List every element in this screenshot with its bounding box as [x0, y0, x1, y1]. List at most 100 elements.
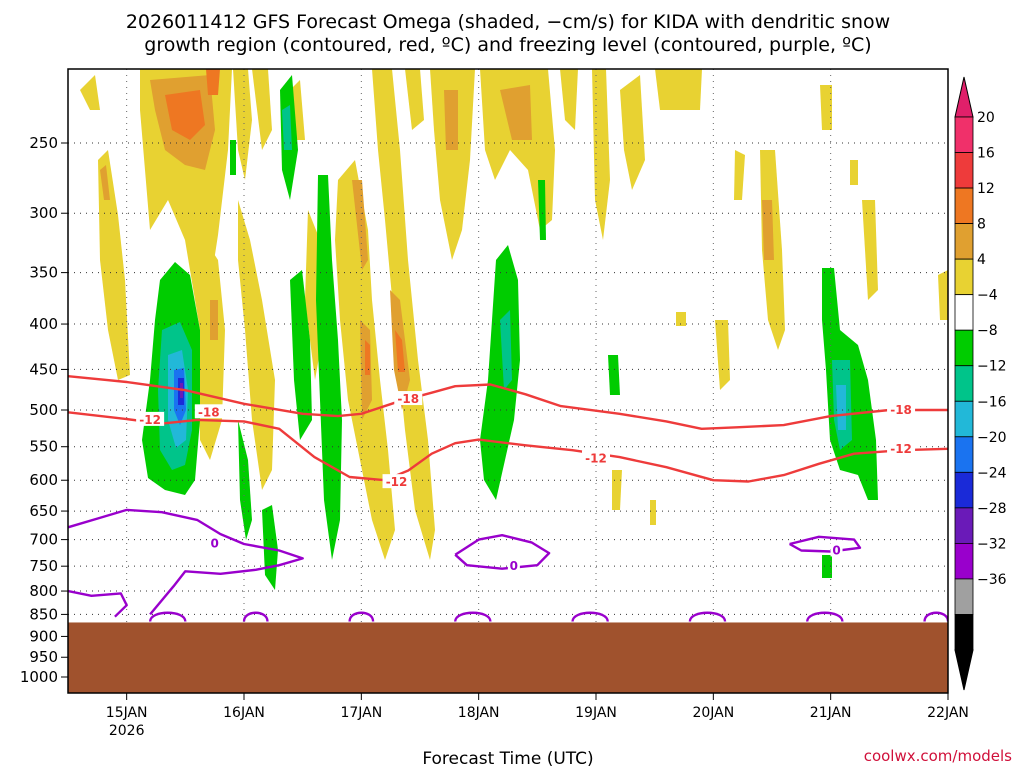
- colorbar-label: −20: [977, 430, 1007, 446]
- colorbar-segment: [954, 365, 974, 402]
- omega-negative-region: [500, 310, 512, 390]
- omega-negative-region: [238, 420, 252, 540]
- y-tick-label: 700: [29, 531, 58, 549]
- contour-line: [789, 535, 862, 553]
- x-tick-sublabel: 2026: [109, 723, 145, 739]
- colorbar: 20 16 12 8 4 −4 −8 −12 −16 −20 −24 −28 −32 −36: [954, 76, 1007, 691]
- colorbar-segment: [954, 614, 974, 651]
- y-tick-label: 600: [29, 471, 58, 489]
- colorbar-segment: [954, 187, 974, 224]
- colorbar-segment: [954, 543, 974, 580]
- colorbar-segment: [954, 578, 974, 615]
- colorbar-segment: [954, 400, 974, 438]
- omega-positive-region: [620, 75, 645, 190]
- contour-label: -12: [890, 442, 912, 456]
- contour-label-bg: [194, 404, 223, 419]
- omega-positive-region: [100, 165, 110, 200]
- omega-positive-region: [734, 150, 745, 200]
- contour-label-bg: [887, 440, 916, 455]
- chart-title-line2: growth region (contoured, red, ºC) and f…: [144, 34, 871, 56]
- colorbar-label: −4: [977, 288, 998, 304]
- contour-line: [148, 611, 187, 622]
- y-tick-label: 400: [29, 315, 58, 333]
- contour-label-bg: [382, 474, 411, 489]
- omega-negative-region: [282, 105, 292, 150]
- chart-title-line1: 2026011412 GFS Forecast Omega (shaded, −…: [126, 11, 890, 33]
- omega-positive-region: [395, 330, 405, 372]
- x-axis-label: Forecast Time (UTC): [422, 749, 593, 768]
- omega-positive-region: [252, 69, 272, 150]
- colorbar-segment: [954, 436, 974, 473]
- y-tick-label: 850: [29, 605, 58, 623]
- contour-label-bg: [136, 411, 165, 426]
- omega-positive-region: [352, 180, 368, 270]
- omega-positive-region: [165, 90, 205, 140]
- omega-positive-region: [405, 69, 424, 130]
- colorbar-label: 20: [977, 110, 995, 126]
- colorbar-segment: [954, 507, 974, 544]
- omega-positive-region: [820, 85, 832, 130]
- colorbar-label: −24: [977, 465, 1007, 481]
- x-tick-label: 17JAN: [340, 705, 382, 721]
- contour-label-bg: [887, 402, 916, 416]
- y-tick-label: 900: [29, 627, 58, 645]
- omega-positive-region: [80, 75, 100, 110]
- x-tick-label: 18JAN: [458, 705, 500, 721]
- contour-line: [68, 589, 128, 618]
- omega-positive-region: [676, 312, 686, 326]
- omega-positive-region: [500, 85, 532, 140]
- omega-positive-region: [238, 200, 275, 490]
- omega-positive-region: [560, 69, 578, 130]
- credit-text: coolwx.com/models: [864, 747, 1012, 765]
- y-tick-label: 500: [29, 401, 58, 419]
- colorbar-label: −8: [977, 323, 998, 339]
- x-tick-label: 16JAN: [223, 705, 265, 721]
- contour-label: 0: [210, 536, 218, 550]
- colorbar-segment: [954, 116, 974, 153]
- y-tick-label: 750: [29, 557, 58, 575]
- contours: -18 -18 -18 -12 -12 -12 -12 0 0 0: [68, 375, 948, 622]
- omega-positive-region: [862, 200, 878, 300]
- y-tick-label: 1000: [20, 668, 58, 686]
- omega-positive-region: [715, 320, 730, 390]
- omega-positive-region: [98, 150, 130, 380]
- omega-positive-region: [650, 500, 656, 525]
- colorbar-segment: [954, 471, 974, 509]
- omega-positive-region: [210, 300, 218, 340]
- omega-negative-region: [316, 175, 342, 560]
- omega-negative-region: [836, 385, 846, 430]
- contour-line: [348, 611, 375, 622]
- contour-line: [68, 375, 948, 430]
- omega-positive-region: [480, 69, 555, 230]
- omega-positive-region: [206, 69, 220, 95]
- x-tick-label: 22JAN: [927, 705, 969, 721]
- omega-positive-region: [430, 69, 475, 260]
- contour-line: [688, 611, 727, 622]
- colorbar-label: −12: [977, 359, 1007, 375]
- contour-label: -12: [585, 451, 607, 465]
- colorbar-label: 12: [977, 181, 995, 197]
- omega-positive-region: [444, 90, 458, 150]
- contour-label: -12: [386, 475, 408, 489]
- contour-line: [454, 611, 492, 622]
- y-tick-label: 250: [29, 134, 58, 152]
- omega-positive-region: [762, 200, 774, 260]
- colorbar-label: −32: [977, 536, 1007, 552]
- contour-label: 0: [832, 543, 840, 557]
- omega-positive-region: [233, 69, 252, 180]
- x-tick-label: 19JAN: [575, 705, 617, 721]
- omega-negative-region: [480, 245, 520, 500]
- contour-label: -18: [397, 392, 419, 406]
- ground-below-surface: [68, 622, 948, 693]
- colorbar-min-arrow: [954, 649, 974, 691]
- colorbar-label: 16: [977, 146, 995, 162]
- y-tick-label: 800: [29, 582, 58, 600]
- contour-label: -18: [890, 403, 912, 417]
- contour-label-bg: [507, 558, 520, 573]
- plot-frame: [67, 68, 949, 694]
- omega-negative-region: [608, 355, 620, 395]
- omega-positive-region: [290, 80, 305, 140]
- contour-label-bg: [208, 535, 221, 550]
- colorbar-label: −16: [977, 394, 1007, 410]
